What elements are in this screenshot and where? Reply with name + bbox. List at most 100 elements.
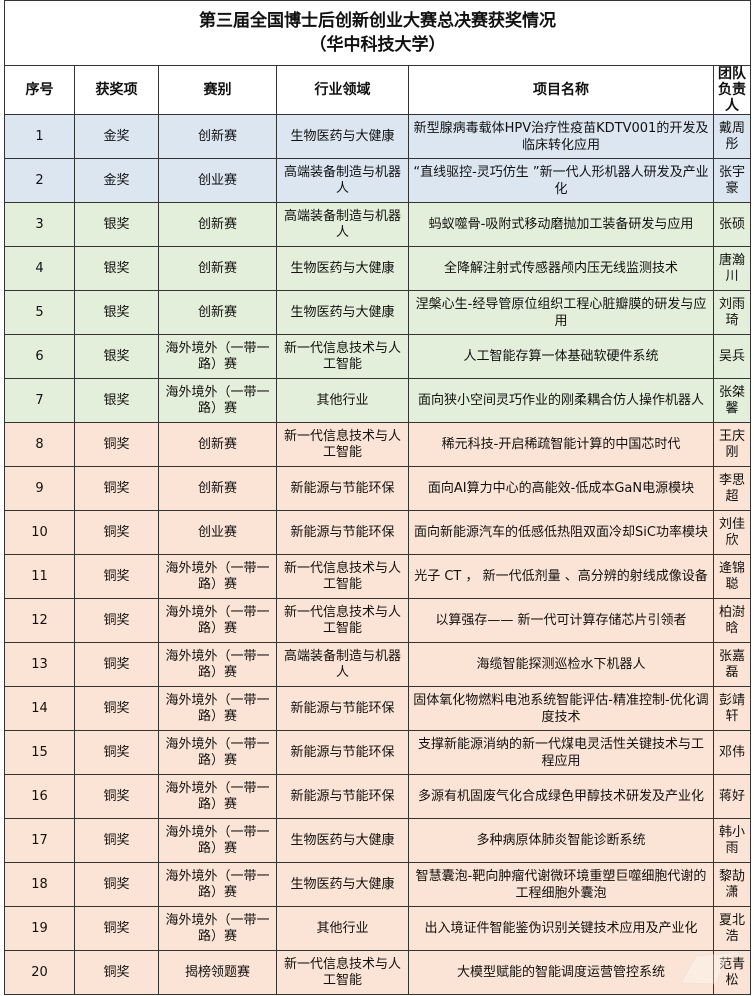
header-award: 获奖项 [74,65,159,115]
award-cell-text: 铜奖 [103,568,130,584]
track-cell: 创新赛 [158,246,277,291]
row-number-text: 12 [31,612,48,628]
award-cell-text: 银奖 [103,260,130,276]
row-number-text: 4 [35,260,44,276]
track-cell-text: 海外境外（一带一路）赛 [165,824,270,856]
header-project: 项目名称 [408,65,714,115]
row-number: 11 [4,554,75,599]
field-cell-text: 新一代信息技术与人工智能 [283,560,401,592]
track-cell-text: 海外境外（一带一路）赛 [165,648,270,680]
field-cell-text: 新一代信息技术与人工智能 [283,340,401,372]
leader-cell: 唐瀚川 [712,246,752,291]
award-cell: 银奖 [74,290,159,335]
header-field: 行业领域 [276,65,409,115]
project-cell-text: 蚂蚁噬骨-吸附式移动磨抛加工装备研发与应用 [428,217,694,232]
leader-cell: 韩小雨 [712,818,752,863]
header-no: 序号 [4,65,75,115]
row-number-text: 5 [35,304,44,320]
track-cell-text: 创新赛 [197,216,237,232]
track-cell-text: 创业赛 [197,172,237,188]
project-cell: 全降解注射式传感器颅内压无线监测技术 [408,246,714,291]
leader-cell-text: 刘雨琦 [719,296,746,328]
award-cell: 金奖 [74,114,159,159]
leader-cell-text: 张硕 [719,216,746,232]
awards-table: 第三届全国博士后创新创业大赛总决赛获奖情况 （华中科技大学） 序号 获奖项 赛别… [3,0,752,995]
project-cell-text: 涅槃心生-经导管原位组织工程心脏瓣膜的研发与应用 [415,296,707,329]
award-cell: 银奖 [74,246,159,291]
table-row: 20 铜奖 揭榜领题赛 新一代信息技术与人工智能 大模型赋能的智能调度运营管控系统 范青松 [4,950,752,995]
field-cell-text: 生物医药与大健康 [290,832,395,848]
award-cell-text: 铜奖 [103,744,130,760]
track-cell: 海外境外（一带一路）赛 [158,730,277,775]
row-number-text: 16 [31,788,48,804]
row-number: 2 [4,158,75,203]
track-cell: 揭榜领题赛 [158,950,277,995]
award-cell: 铜奖 [74,554,159,599]
row-number-text: 17 [31,832,48,848]
project-cell: 以算强存—— 新一代可计算存储芯片引领者 [408,598,714,643]
row-number-text: 11 [31,568,48,584]
project-cell-text: 智慧囊泡-靶向肿瘤代谢微环境重塑巨噬细胞代谢的工程细胞外囊泡 [415,868,707,901]
track-cell-text: 海外境外（一带一路）赛 [165,384,270,416]
field-cell: 新一代信息技术与人工智能 [276,950,409,995]
award-cell-text: 银奖 [103,392,130,408]
project-cell-text: 全降解注射式传感器颅内压无线监测技术 [443,261,678,276]
field-cell: 生物医药与大健康 [276,290,409,335]
track-cell: 海外境外（一带一路）赛 [158,334,277,379]
track-cell: 海外境外（一带一路）赛 [158,818,277,863]
project-cell-text: 固体氧化物燃料电池系统智能评估-精准控制-优化调度技术 [413,692,709,725]
leader-cell-text: 张宇豪 [719,164,746,196]
award-cell: 铜奖 [74,422,159,467]
row-number-text: 3 [35,216,44,232]
project-cell: 稀元科技-开启稀疏智能计算的中国芯时代 [408,422,714,467]
award-cell-text: 金奖 [103,128,130,144]
project-cell-text: 光子 CT ， 新一代低剂量 、高分辨的射线成像设备 [414,569,708,584]
row-number: 10 [4,510,75,555]
field-cell-text: 新能源与节能环保 [290,788,395,804]
award-cell-text: 铜奖 [103,788,130,804]
project-cell-text: 多源有机固废气化合成绿色甲醇技术研发及产业化 [417,789,704,804]
award-cell-text: 金奖 [103,172,130,188]
project-cell-text: 多种病原体肺炎智能诊断系统 [476,833,646,848]
project-cell-text: 面向新能源汽车的低感低热阻双面冷却SiC功率模块 [414,525,708,540]
project-cell: 智慧囊泡-靶向肿瘤代谢微环境重塑巨噬细胞代谢的工程细胞外囊泡 [408,862,714,907]
award-cell-text: 银奖 [103,348,130,364]
project-cell: 出入境证件智能鉴伪识别关键技术应用及产业化 [408,906,714,951]
leader-cell-text: 彭靖轩 [719,692,746,724]
track-cell: 海外境外（一带一路）赛 [158,642,277,687]
award-cell: 铜奖 [74,950,159,995]
table-row: 11 铜奖 海外境外（一带一路）赛 新一代信息技术与人工智能 光子 CT ， 新一代低剂… [4,554,752,599]
table-row: 9 铜奖 创新赛 新能源与节能环保 面向AI算力中心的高能效-低成本GaN电源模块 李思超 [4,466,752,511]
row-number: 5 [4,290,75,335]
track-cell-text: 创新赛 [197,436,237,452]
project-cell-text: 稀元科技-开启稀疏智能计算的中国芯时代 [441,437,681,452]
field-cell: 生物医药与大健康 [276,114,409,159]
leader-cell-text: 吴兵 [719,348,746,364]
award-cell-text: 铜奖 [103,700,130,716]
field-cell: 新一代信息技术与人工智能 [276,334,409,379]
table-row: 12 铜奖 海外境外（一带一路）赛 新一代信息技术与人工智能 以算强存—— 新一代可计算… [4,598,752,643]
table-title: 第三届全国博士后创新创业大赛总决赛获奖情况 （华中科技大学） [3,0,752,66]
row-number: 7 [4,378,75,423]
leader-cell-text: 邓伟 [719,744,746,760]
leader-cell: 邓伟 [712,730,752,775]
track-cell: 创新赛 [158,466,277,511]
field-cell: 新能源与节能环保 [276,466,409,511]
field-cell-text: 新一代信息技术与人工智能 [283,956,401,988]
field-cell: 新一代信息技术与人工智能 [276,554,409,599]
leader-cell-text: 蒋好 [719,788,746,804]
leader-cell: 夏北浩 [712,906,752,951]
field-cell-text: 其他行业 [316,392,369,408]
table-row: 5 银奖 创新赛 生物医药与大健康 涅槃心生-经导管原位组织工程心脏瓣膜的研发与应用 刘雨… [4,290,752,335]
award-cell-text: 铜奖 [103,612,130,628]
leader-cell: 李思超 [712,466,752,511]
leader-cell: 戴周彤 [712,114,752,159]
leader-cell-text: 逄锦聪 [719,560,746,592]
project-cell-text: 面向狭小空间灵巧作业的刚柔耦合仿人操作机器人 [417,393,704,408]
field-cell: 新一代信息技术与人工智能 [276,422,409,467]
table-row: 19 铜奖 海外境外（一带一路）赛 其他行业 出入境证件智能鉴伪识别关键技术应用及产业化… [4,906,752,951]
track-cell: 创新赛 [158,422,277,467]
track-cell-text: 海外境外（一带一路）赛 [165,912,270,944]
track-cell: 创业赛 [158,510,277,555]
table-row: 8 铜奖 创新赛 新一代信息技术与人工智能 稀元科技-开启稀疏智能计算的中国芯时代 王庆刚 [4,422,752,467]
